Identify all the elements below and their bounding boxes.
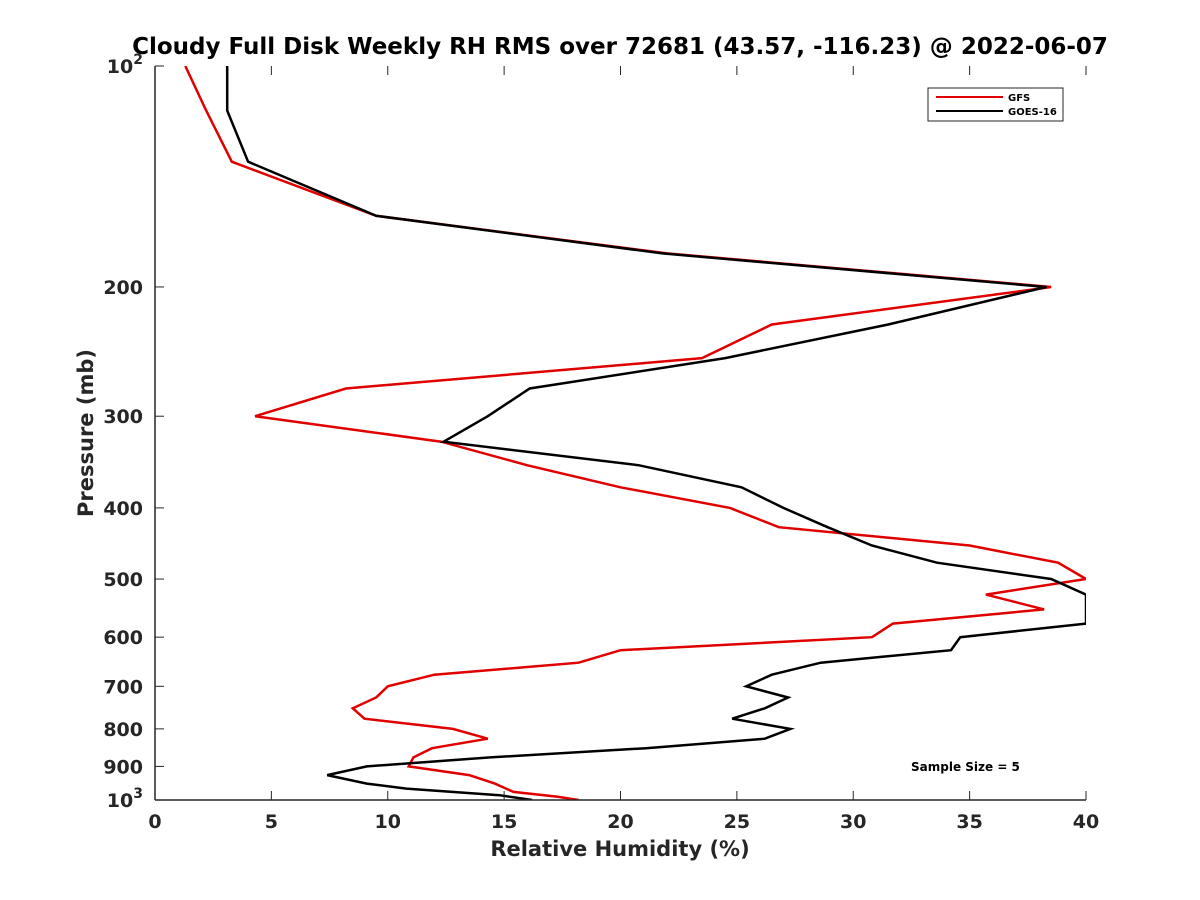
y-tick-label: 200 [103,277,143,299]
x-tick-label: 20 [607,811,633,833]
x-tick-label: 25 [724,811,750,833]
y-tick-label: 400 [103,498,143,520]
y-tick-label: 700 [103,676,143,698]
x-tick-label: 15 [491,811,517,833]
y-tick-label: 103 [107,786,143,812]
y-tick-label: 600 [103,627,143,649]
x-tick-label: 0 [148,811,161,833]
y-axis-ticks: 102 200 300 400 500 600 700 800 900 103 [103,52,164,812]
x-tick-label: 30 [840,811,866,833]
x-tick-label: 35 [956,811,982,833]
legend-label-gfs: GFS [1008,93,1030,104]
x-tick-label: 40 [1073,811,1099,833]
x-tick-label: 5 [265,811,278,833]
y-axis-title: Pressure (mb) [74,349,98,517]
x-axis-title: Relative Humidity (%) [490,837,749,861]
legend-label-goes16: GOES-16 [1008,107,1057,118]
y-tick-label: 500 [103,569,143,591]
legend-box [927,87,1064,122]
sample-size-annotation: Sample Size = 5 [911,760,1020,774]
y-tick-label: 300 [103,406,143,428]
x-axis-ticks: 0 5 10 15 20 25 30 35 40 [148,66,1099,833]
series-line-gfs [184,66,1086,800]
legend: GFS GOES-16 [927,87,1064,122]
y-tick-label: 800 [103,719,143,741]
y-tick-label: 102 [107,52,143,78]
x-tick-label: 10 [375,811,401,833]
series-line-goes16 [225,66,1086,800]
series-layer [184,66,1086,800]
y-tick-label: 900 [103,756,143,778]
chart-title: Cloudy Full Disk Weekly RH RMS over 7268… [132,34,1108,60]
